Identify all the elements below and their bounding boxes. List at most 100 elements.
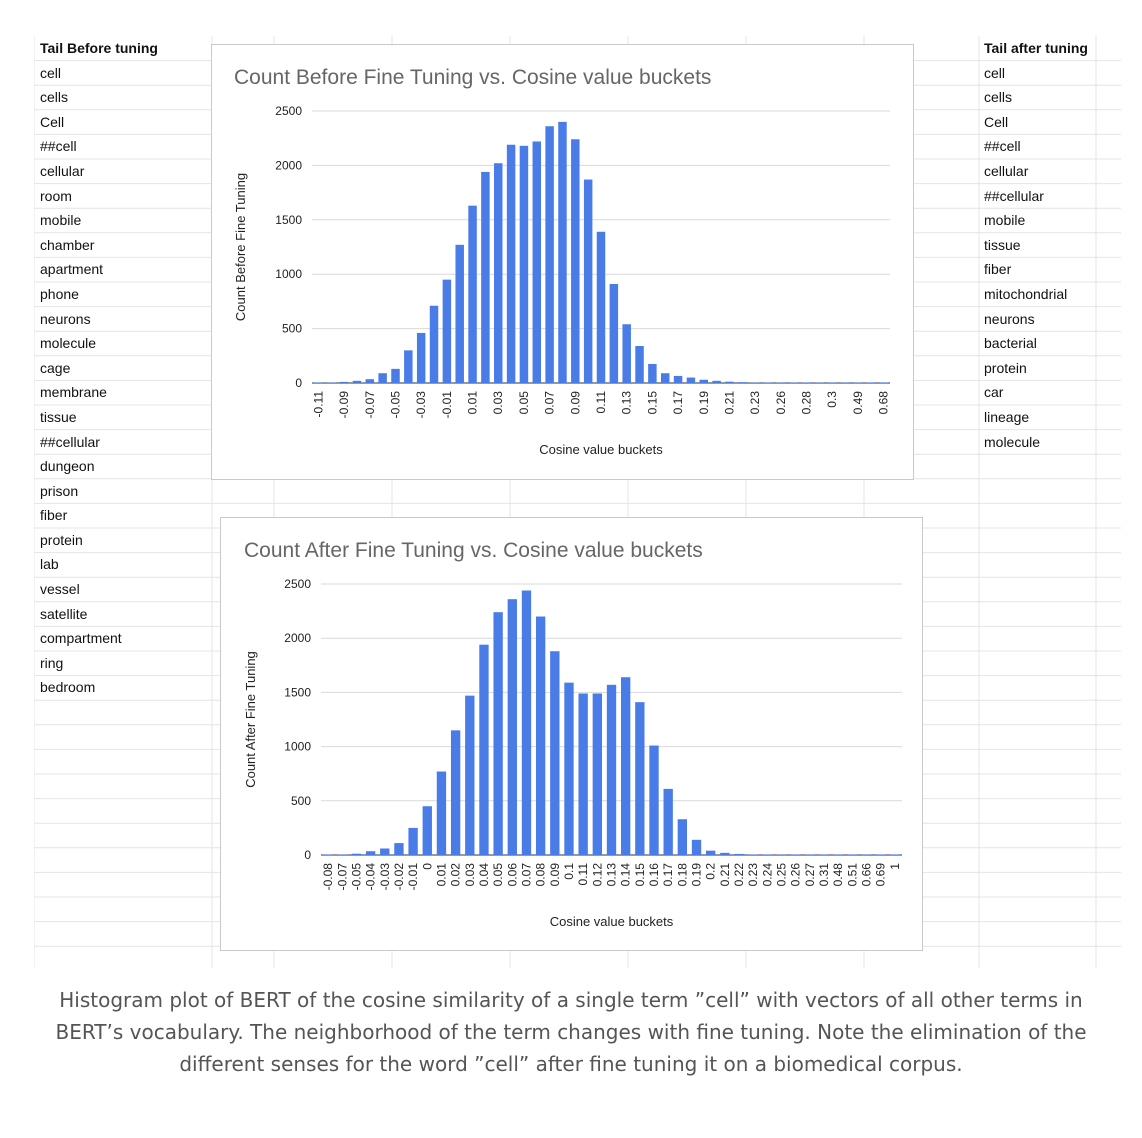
bar--0.07[interactable] xyxy=(365,379,375,383)
bar-0.08[interactable] xyxy=(535,616,546,855)
bar-0.16[interactable] xyxy=(660,373,670,383)
tail-before-header[interactable]: Tail Before tuning xyxy=(40,40,158,56)
bar-0.05[interactable] xyxy=(493,612,503,855)
bar-0.13[interactable] xyxy=(622,324,631,383)
bar-0.01[interactable] xyxy=(468,205,477,383)
bar-0.24[interactable] xyxy=(762,854,773,855)
tail-after-cell[interactable]: lineage xyxy=(984,408,1030,425)
bar-0.26[interactable] xyxy=(776,382,786,383)
bar-0.22[interactable] xyxy=(734,853,744,855)
tail-before-cell[interactable]: ##cell xyxy=(40,138,77,155)
bar-0.15[interactable] xyxy=(635,702,645,855)
bar-0.27[interactable] xyxy=(789,382,798,383)
bar-0.2[interactable] xyxy=(712,380,721,383)
tail-before-cell[interactable]: fiber xyxy=(40,507,68,524)
chart-after-fine-tuning[interactable]: 0 500 1000 1500 2000 2500 -0.08 -0.07 -0.05 -0.04… xyxy=(220,517,923,951)
bar--0.06[interactable] xyxy=(378,373,387,383)
bar-0.1[interactable] xyxy=(564,682,574,855)
bar-0.06[interactable] xyxy=(507,599,517,855)
bar-0.29[interactable] xyxy=(815,382,824,383)
tail-after-cell[interactable]: bacterial xyxy=(984,335,1037,352)
bar-0.03[interactable] xyxy=(494,163,503,383)
bar-0.12[interactable] xyxy=(592,693,602,855)
tail-after-cell[interactable]: fiber xyxy=(984,261,1012,278)
bar-0.14[interactable] xyxy=(635,346,644,383)
bar--0.02[interactable] xyxy=(429,305,439,383)
tail-before-cell[interactable]: Cell xyxy=(40,113,65,130)
bar-0.25[interactable] xyxy=(776,854,787,855)
bar--0.11[interactable] xyxy=(314,382,323,383)
bar-0.08[interactable] xyxy=(558,121,567,383)
tail-before-cell[interactable]: satellite xyxy=(40,605,88,622)
bar-0.01[interactable] xyxy=(436,771,447,855)
bar-0.28[interactable] xyxy=(802,382,811,383)
bar-0.21[interactable] xyxy=(725,381,734,383)
tail-after-cell[interactable]: cell xyxy=(984,64,1006,81)
bar-0.1[interactable] xyxy=(583,179,593,383)
tail-before-cell[interactable]: dungeon xyxy=(40,458,95,475)
bar-0.48[interactable] xyxy=(833,854,843,855)
bar-0.02[interactable] xyxy=(481,171,490,383)
bar-0.22[interactable] xyxy=(738,382,747,383)
tail-before-cell[interactable]: lab xyxy=(40,556,59,573)
bar--0.03[interactable] xyxy=(416,332,426,383)
bar--0.01[interactable] xyxy=(408,827,418,855)
bar-0.18[interactable] xyxy=(686,377,696,383)
bar-0.04[interactable] xyxy=(479,644,489,855)
bar-0.24[interactable] xyxy=(763,382,773,383)
tail-before-cell[interactable]: protein xyxy=(40,531,83,548)
bar--0.08[interactable] xyxy=(323,854,333,855)
tail-before-cell[interactable]: mobile xyxy=(40,212,82,229)
tail-before-cell[interactable]: cell xyxy=(40,64,62,81)
tail-before-cell[interactable]: membrane xyxy=(40,384,107,401)
bar-0.17[interactable] xyxy=(663,788,673,855)
tail-before-cell[interactable]: apartment xyxy=(40,261,104,278)
bar-0.16[interactable] xyxy=(649,745,659,855)
bar-0.02[interactable] xyxy=(450,730,461,855)
bar--0.08[interactable] xyxy=(352,380,362,383)
bar--0.07[interactable] xyxy=(337,854,347,855)
bar-0.19[interactable] xyxy=(691,839,702,855)
bar-0.31[interactable] xyxy=(819,854,829,855)
tail-before-cell[interactable]: cellular xyxy=(40,162,85,179)
bar-0.69[interactable] xyxy=(876,854,886,855)
tail-after-cell[interactable]: car xyxy=(984,384,1004,401)
bar-0.51[interactable] xyxy=(847,854,858,855)
tail-after-cell[interactable]: cells xyxy=(984,89,1013,106)
bar--0.05[interactable] xyxy=(351,853,362,855)
bar--0.01[interactable] xyxy=(442,279,452,383)
tail-before-cell[interactable]: chamber xyxy=(40,236,95,253)
tail-after-header[interactable]: Tail after tuning xyxy=(984,40,1088,56)
bar-0.12[interactable] xyxy=(609,283,619,383)
tail-before-cell[interactable]: ring xyxy=(40,654,64,671)
bar-0.14[interactable] xyxy=(620,677,631,855)
tail-after-cell[interactable]: Cell xyxy=(984,113,1009,130)
bar--0.04[interactable] xyxy=(404,350,413,383)
tail-before-cell[interactable]: cells xyxy=(40,89,69,106)
bar--0.04[interactable] xyxy=(365,851,376,855)
bar-0.68[interactable] xyxy=(879,382,888,383)
bar-0.66[interactable] xyxy=(861,854,872,855)
bar--0.03[interactable] xyxy=(380,848,390,856)
tail-before-cell[interactable]: molecule xyxy=(40,335,97,352)
bar-0.03[interactable] xyxy=(465,695,475,855)
bar-0.49[interactable] xyxy=(853,382,863,383)
tail-after-cell[interactable]: molecule xyxy=(984,433,1041,450)
bar-0.06[interactable] xyxy=(532,141,542,383)
tail-after-cell[interactable]: neurons xyxy=(984,310,1035,327)
tail-after-cell[interactable]: protein xyxy=(984,359,1027,376)
tail-before-cell[interactable]: cage xyxy=(40,359,71,376)
tail-after-cell[interactable]: ##cell xyxy=(984,138,1021,155)
bar-0.05[interactable] xyxy=(519,145,529,383)
bar-0.3[interactable] xyxy=(827,382,837,383)
tail-after-cell[interactable]: mobile xyxy=(984,212,1026,229)
bar-0.23[interactable] xyxy=(750,382,760,383)
tail-after-cell[interactable]: cellular xyxy=(984,162,1029,179)
bar-0.17[interactable] xyxy=(673,375,683,383)
bar-0.27[interactable] xyxy=(805,854,815,855)
bar-0.18[interactable] xyxy=(677,819,688,855)
tail-before-cell[interactable]: room xyxy=(40,187,72,204)
tail-after-cell[interactable]: mitochondrial xyxy=(984,285,1068,302)
tail-before-cell[interactable]: phone xyxy=(40,285,79,302)
bar-0.15[interactable] xyxy=(648,363,657,383)
